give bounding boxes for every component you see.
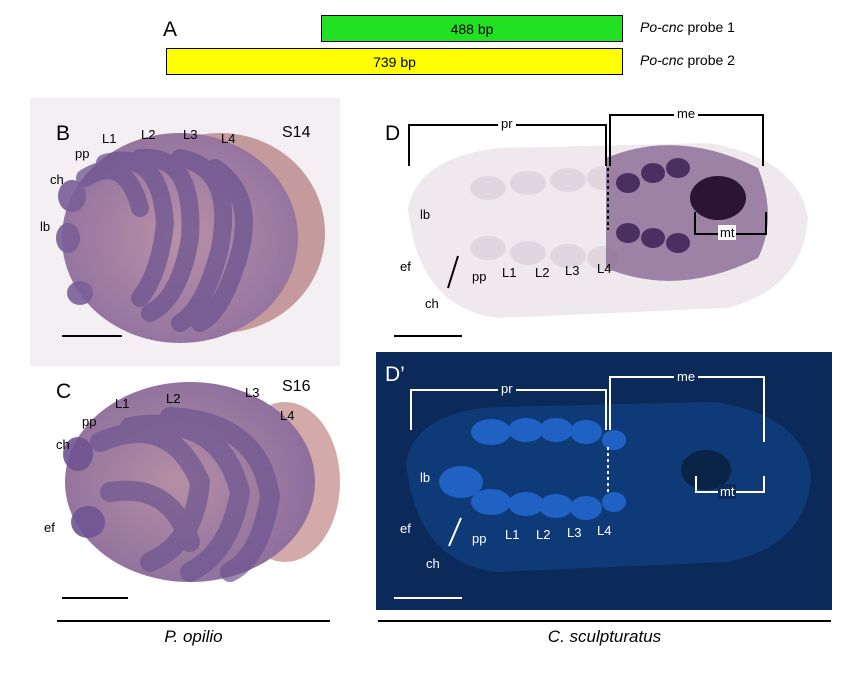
b-L4: L4 — [221, 131, 236, 146]
b-L3: L3 — [183, 127, 198, 142]
d2-L3: L3 — [567, 525, 582, 540]
panel-a-label: A — [163, 18, 178, 41]
d2-pr: pr — [498, 381, 516, 396]
panel-c-image — [30, 372, 340, 612]
probe2-gene: Po-cnc — [640, 52, 684, 68]
panel-d-label: D — [385, 122, 401, 145]
panel-c-stage: S16 — [282, 378, 311, 395]
panel-b-stage: S14 — [282, 124, 311, 141]
c-pp: pp — [82, 414, 97, 429]
d-me: me — [674, 106, 699, 121]
c-L4: L4 — [280, 408, 295, 423]
panel-b-image — [30, 98, 340, 366]
b-lb: lb — [40, 219, 51, 234]
d2-L4: L4 — [597, 523, 612, 538]
left-species-rule — [57, 620, 330, 622]
d-lb: lb — [420, 207, 431, 222]
species-right: C. sculpturatus — [547, 627, 662, 646]
b-L1: L1 — [102, 131, 117, 146]
c-ef: ef — [44, 520, 55, 535]
d2-ef: ef — [400, 521, 411, 536]
d-L2: L2 — [535, 265, 550, 280]
b-pp: pp — [75, 146, 90, 161]
panel-d2-label: D’ — [385, 363, 405, 386]
probe2-suffix: probe 2 — [683, 52, 735, 68]
probe1-bar: 488 bp — [321, 15, 623, 42]
d-pr: pr — [498, 116, 516, 131]
d2-me: me — [674, 369, 699, 384]
d2-ch: ch — [426, 556, 440, 571]
right-species-rule — [378, 620, 831, 622]
d2-lb: lb — [420, 470, 431, 485]
probe2-name: Po-cnc probe 2 — [640, 52, 735, 68]
panel-d-image — [378, 98, 830, 348]
d-pp: pp — [472, 269, 487, 284]
probe1-name: Po-cnc probe 1 — [640, 19, 735, 35]
d-L1: L1 — [502, 265, 517, 280]
c-ch: ch — [56, 437, 70, 452]
d2-pp: pp — [472, 531, 487, 546]
probe1-suffix: probe 1 — [683, 19, 735, 35]
panel-b-label: B — [56, 122, 71, 145]
c-L3: L3 — [245, 385, 260, 400]
panel-d2-image — [376, 352, 832, 610]
d-L4: L4 — [597, 261, 612, 276]
probe1-bp: 488 bp — [450, 20, 494, 37]
d2-L1: L1 — [505, 527, 520, 542]
b-ch: ch — [50, 172, 64, 187]
probe2-bar: 739 bp — [166, 48, 623, 75]
d2-L2: L2 — [536, 527, 551, 542]
d-ef: ef — [400, 259, 411, 274]
probe2-bp: 739 bp — [373, 53, 416, 70]
b-L2: L2 — [141, 127, 156, 142]
d-mt: mt — [718, 225, 737, 240]
c-L1: L1 — [115, 396, 130, 411]
d2-mt: mt — [718, 484, 737, 499]
panel-c-label: C — [56, 380, 72, 403]
c-L2: L2 — [166, 391, 181, 406]
d-ch: ch — [425, 296, 439, 311]
probe1-gene: Po-cnc — [640, 19, 684, 35]
species-left: P. opilio — [164, 627, 223, 646]
d-L3: L3 — [565, 263, 580, 278]
